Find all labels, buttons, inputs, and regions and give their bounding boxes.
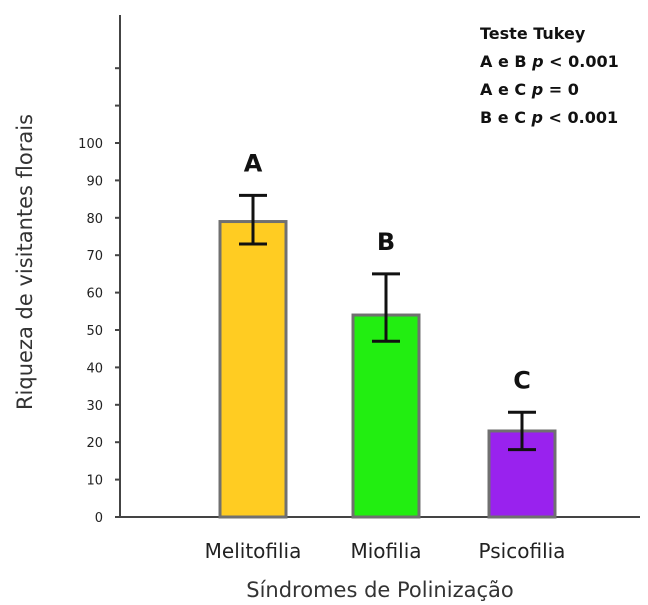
error-bars <box>239 193 536 452</box>
bar-miofilia <box>351 313 421 519</box>
y-tick-label: 60 <box>86 287 103 302</box>
bars <box>218 220 557 519</box>
y-tick-label: 100 <box>78 137 103 152</box>
y-tick-label: 0 <box>95 511 103 526</box>
tukey-value: < 0.001 <box>542 108 619 127</box>
tukey-pair: B e C <box>480 108 532 127</box>
error-bar-melitofilia <box>239 193 267 246</box>
x-tick-label: Psicofilia <box>479 539 566 563</box>
x-axis-title: Síndromes de Polinização <box>246 578 513 602</box>
x-tick-label: Melitofilia <box>205 539 302 563</box>
tukey-line: B e C p < 0.001 <box>480 104 619 132</box>
error-bar-miofilia <box>372 272 400 343</box>
tukey-stat: p <box>532 52 544 71</box>
tukey-stat: p <box>531 80 544 99</box>
y-ticks: 0 10 20 30 40 50 60 70 80 90 100 <box>78 67 120 526</box>
y-tick-label: 40 <box>86 361 103 376</box>
significance-letter: B <box>377 228 395 256</box>
tukey-line: A e C p = 0 <box>480 76 619 104</box>
y-axis-title: Riqueza de visitantes florais <box>13 114 37 410</box>
y-tick-label: 10 <box>86 474 103 489</box>
bar-melitofilia <box>218 220 288 519</box>
y-tick-label: 50 <box>86 324 103 339</box>
tukey-pair: A e C <box>480 80 532 99</box>
tukey-value: < 0.001 <box>543 52 619 71</box>
y-tick-label: 70 <box>86 249 103 264</box>
y-tick-label: 80 <box>86 212 103 227</box>
y-tick-label: 90 <box>86 174 103 189</box>
tukey-value: = 0 <box>543 80 579 99</box>
x-tick-label: Miofilia <box>350 539 421 563</box>
error-bar-psicofilia <box>508 410 536 452</box>
tukey-title: Teste Tukey <box>480 24 586 43</box>
significance-letter: C <box>513 366 531 394</box>
significance-letters: A B C <box>244 149 531 394</box>
x-tick-labels: Melitofilia Miofilia Psicofilia <box>205 539 566 563</box>
tukey-pair: A e B <box>480 52 533 71</box>
significance-letter: A <box>244 149 263 177</box>
tukey-stat: p <box>531 108 543 127</box>
y-tick-label: 30 <box>86 399 103 414</box>
y-tick-label: 20 <box>86 436 103 451</box>
tukey-line: A e B p < 0.001 <box>480 48 619 76</box>
